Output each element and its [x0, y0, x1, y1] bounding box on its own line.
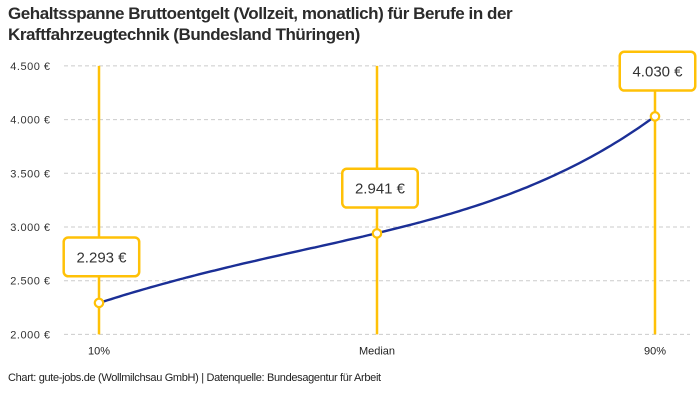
svg-text:4.030 €: 4.030 €: [632, 63, 683, 80]
svg-text:4.500 €: 4.500 €: [10, 61, 50, 73]
svg-text:2.000 €: 2.000 €: [10, 329, 50, 341]
svg-text:3.500 €: 3.500 €: [10, 168, 50, 180]
svg-text:Median: Median: [359, 346, 395, 358]
svg-text:2.293 €: 2.293 €: [76, 249, 127, 266]
svg-text:2.500 €: 2.500 €: [10, 276, 50, 288]
svg-text:Chart: gute-jobs.de (Wollmilch: Chart: gute-jobs.de (Wollmilchsau GmbH) …: [8, 372, 381, 384]
svg-text:2.941 €: 2.941 €: [355, 180, 406, 197]
svg-text:90%: 90%: [644, 346, 666, 358]
svg-text:4.000 €: 4.000 €: [10, 115, 50, 127]
svg-text:3.000 €: 3.000 €: [10, 222, 50, 234]
svg-text:10%: 10%: [88, 346, 110, 358]
